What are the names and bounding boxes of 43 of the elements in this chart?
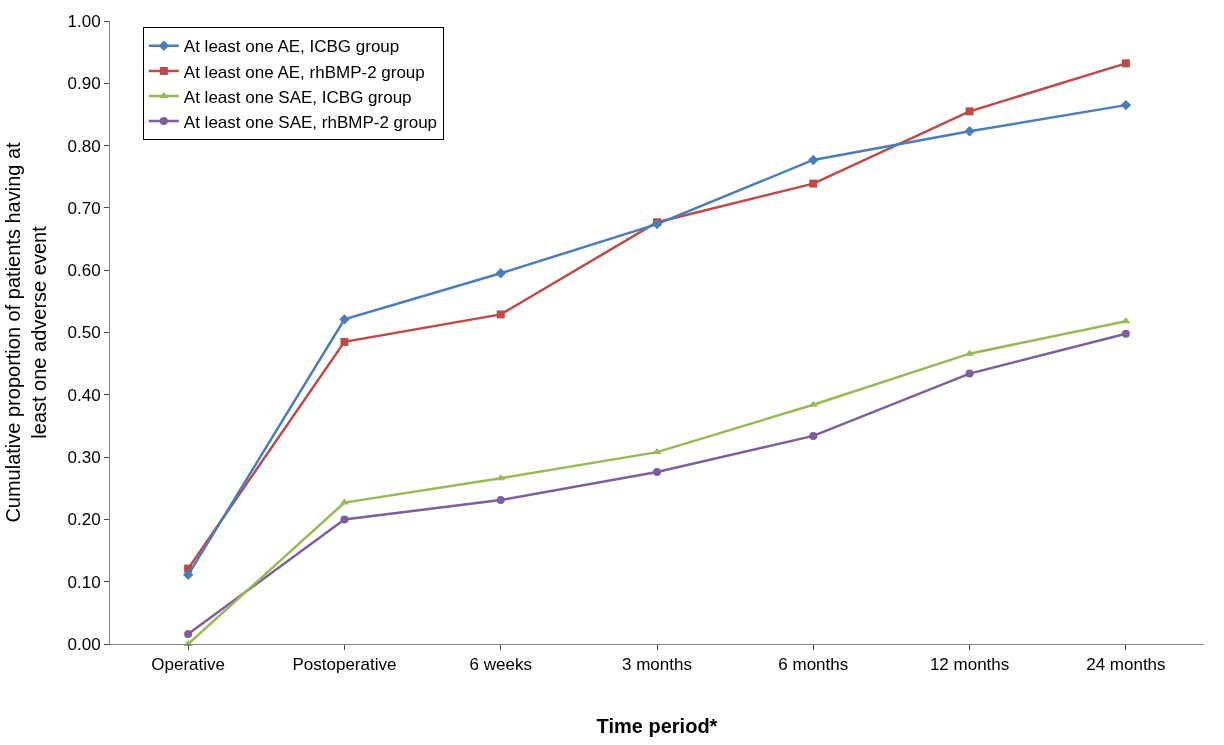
- legend-label: At least one SAE, rhBMP-2 group: [183, 112, 438, 132]
- legend-label: At least one SAE, ICBG group: [183, 87, 412, 107]
- point: [808, 154, 819, 166]
- point: [495, 268, 506, 279]
- x-tick-label: 24 months: [1086, 655, 1166, 675]
- y-tick-label: 0.00: [67, 634, 101, 654]
- y-tick-label: 0.30: [67, 448, 101, 468]
- y-tick-label: 0.80: [67, 136, 101, 156]
- y-tick-label: 1.00: [67, 11, 101, 31]
- y-axis-title: Cumulative proportion of patients having at least one adverse event: [2, 141, 51, 523]
- point: [965, 369, 974, 378]
- point: [809, 179, 818, 188]
- point: [965, 107, 974, 116]
- x-tick-label: Operative: [151, 655, 225, 675]
- legend-label: At least one AE, ICBG group: [183, 37, 400, 57]
- y-tick-label: 0.90: [67, 74, 101, 94]
- point: [652, 448, 662, 455]
- y-tick-label: 0.20: [67, 510, 101, 530]
- x-tick-label: 3 months: [622, 655, 692, 675]
- point: [496, 496, 505, 505]
- point: [964, 126, 975, 137]
- point: [653, 468, 661, 477]
- point: [1121, 329, 1130, 338]
- y-tick-label: 0.70: [67, 198, 101, 218]
- x-tick-label: Postoperative: [292, 655, 397, 675]
- point: [340, 337, 349, 346]
- x-axis-title: Time period*: [596, 714, 718, 737]
- point: [1120, 99, 1132, 111]
- x-tick-label: 6 months: [778, 655, 849, 675]
- y-tick-label: 0.60: [67, 261, 101, 281]
- x-tick-label: 6 weeks: [469, 655, 532, 675]
- point: [182, 569, 194, 581]
- y-tick-label: 0.10: [67, 572, 101, 592]
- point: [496, 310, 505, 319]
- point: [809, 431, 818, 440]
- legend-label: At least one AE, rhBMP-2 group: [183, 62, 425, 82]
- point: [340, 515, 349, 524]
- y-tick-label: 0.40: [67, 385, 101, 405]
- point: [184, 630, 193, 639]
- point: [339, 314, 350, 325]
- x-tick-label: 12 months: [929, 655, 1010, 675]
- y-tick-label: 0.50: [67, 323, 101, 343]
- point: [1121, 59, 1130, 68]
